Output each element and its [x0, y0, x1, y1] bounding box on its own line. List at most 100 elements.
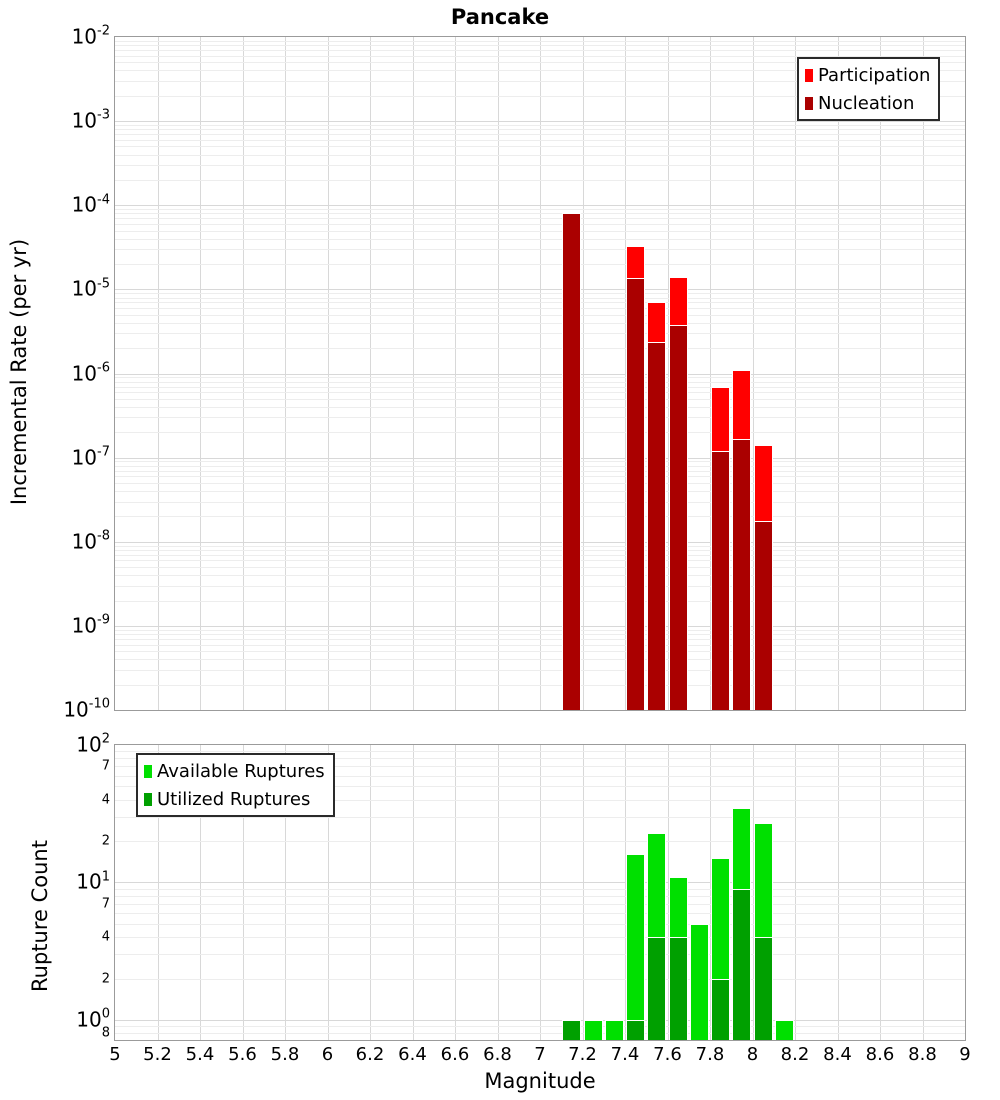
minor-gridline [115, 124, 965, 126]
bar-available-ruptures-m7.75 [689, 923, 709, 1040]
major-gridline [115, 373, 965, 375]
minor-gridline [115, 554, 965, 556]
bar-nucleation-m7.45 [626, 278, 646, 710]
participation-swatch-icon [805, 68, 813, 82]
vertical-gridline [710, 745, 711, 1040]
minor-gridline [115, 516, 965, 518]
minor-gridline [115, 923, 965, 925]
x-tick-label: 6.4 [398, 1044, 427, 1065]
minor-gridline [115, 70, 965, 72]
minor-gridline [115, 154, 965, 156]
minor-gridline [115, 417, 965, 419]
minor-gridline [115, 545, 965, 547]
bar-nucleation-m7.65 [668, 324, 688, 710]
minor-gridline [115, 751, 965, 753]
vertical-gridline [540, 745, 541, 1040]
minor-gridline [115, 223, 965, 225]
x-tick-label: 8.6 [865, 1044, 895, 1065]
minor-gridline [115, 575, 965, 577]
minor-gridline [115, 470, 965, 472]
utilized-ruptures-swatch-icon [144, 792, 152, 806]
minor-gridline [115, 634, 965, 636]
x-axis-title: Magnitude [484, 1069, 596, 1093]
chart-title: Pancake [450, 5, 550, 29]
bar-utilized-ruptures-m7.85 [711, 978, 731, 1040]
y-tick-label: 10-5 [71, 276, 110, 301]
vertical-gridline [285, 745, 286, 1040]
vertical-gridline [837, 745, 839, 1040]
count-legend: Available Ruptures Utilized Ruptures [136, 753, 335, 817]
vertical-gridline [370, 745, 371, 1040]
major-gridline [115, 1019, 965, 1021]
x-tick-label: 8.8 [908, 1044, 937, 1065]
minor-gridline [115, 406, 965, 408]
minor-gridline [115, 482, 965, 484]
minor-gridline [115, 249, 965, 251]
count-y-axis-title: Rupture Count [28, 840, 52, 992]
vertical-gridline [582, 745, 584, 1040]
y-minor-tick-label: 8 [101, 1025, 110, 1041]
y-tick-label: 101 [76, 869, 110, 895]
vertical-gridline [922, 745, 924, 1040]
minor-gridline [115, 40, 965, 42]
minor-gridline [115, 684, 965, 686]
vertical-gridline [667, 745, 669, 1040]
vertical-gridline [242, 745, 244, 1040]
major-gridline [115, 625, 965, 627]
vertical-gridline [625, 745, 626, 1040]
minor-gridline [115, 476, 965, 478]
minor-gridline [115, 978, 965, 980]
bar-utilized-ruptures-m7.15 [562, 1019, 582, 1040]
vertical-gridline [880, 745, 881, 1040]
x-tick-label: 9 [959, 1044, 971, 1065]
vertical-gridline [795, 745, 796, 1040]
minor-gridline [115, 786, 965, 788]
minor-gridline [115, 213, 965, 215]
minor-gridline [115, 302, 965, 304]
major-gridline [115, 205, 965, 207]
y-minor-tick-label: 7 [101, 758, 110, 774]
y-tick-label: 10-7 [71, 444, 110, 470]
major-gridline [115, 457, 965, 459]
y-minor-tick-label: 2 [101, 833, 110, 849]
vertical-gridline [752, 745, 754, 1040]
minor-gridline [115, 322, 965, 324]
y-tick-label: 10-2 [71, 23, 110, 49]
minor-gridline [115, 308, 965, 310]
minor-gridline [115, 333, 965, 335]
minor-gridline [115, 218, 965, 220]
vertical-gridline [497, 745, 499, 1040]
minor-gridline [115, 348, 965, 350]
minor-gridline [115, 264, 965, 266]
minor-gridline [115, 895, 965, 897]
bar-nucleation-m8.05 [753, 521, 773, 710]
minor-gridline [115, 600, 965, 602]
vertical-gridline [157, 745, 159, 1040]
legend-item-utilized-ruptures: Utilized Ruptures [144, 785, 325, 813]
vertical-gridline [200, 745, 201, 1040]
minor-gridline [115, 1026, 965, 1028]
minor-gridline [115, 549, 965, 551]
minor-gridline [115, 912, 965, 914]
x-tick-label: 8.2 [780, 1044, 810, 1065]
y-tick-label: 10-10 [63, 696, 110, 722]
minor-gridline [115, 669, 965, 671]
minor-gridline [115, 134, 965, 136]
minor-gridline [115, 766, 965, 768]
bar-utilized-ruptures-m7.55 [647, 937, 667, 1040]
major-gridline [115, 121, 965, 123]
x-tick-label: 7.6 [653, 1044, 682, 1065]
vertical-gridline [412, 745, 414, 1040]
x-tick-label: 8.4 [823, 1044, 852, 1065]
y-tick-label: 10-8 [71, 528, 110, 554]
available-ruptures-legend-label: Available Ruptures [157, 760, 325, 782]
minor-gridline [115, 758, 965, 760]
bar-nucleation-m7.95 [732, 439, 752, 710]
y-minor-tick-label: 4 [101, 792, 110, 808]
minor-gridline [115, 461, 965, 463]
minor-gridline [115, 139, 965, 141]
minor-gridline [115, 95, 965, 97]
bar-utilized-ruptures-m7.45 [626, 1019, 646, 1040]
minor-gridline [115, 432, 965, 434]
minor-gridline [115, 888, 965, 890]
